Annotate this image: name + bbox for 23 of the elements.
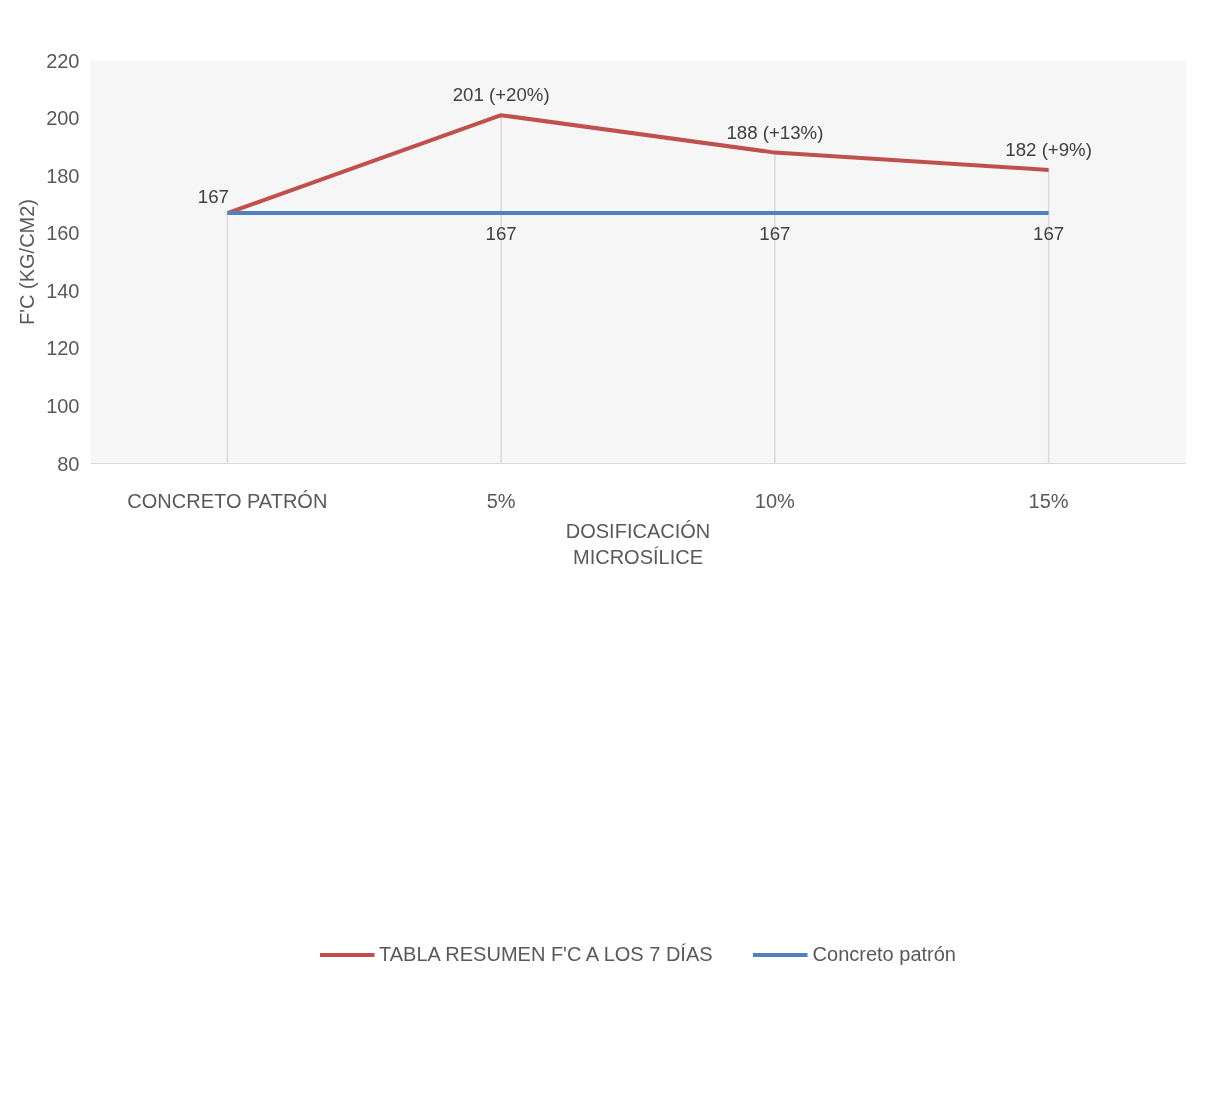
y-tick-label: 140 bbox=[46, 279, 80, 302]
y-tick-label: 160 bbox=[46, 222, 80, 245]
y-tick-label: 100 bbox=[46, 394, 80, 417]
y-tick-label: 120 bbox=[46, 337, 80, 360]
y-tick-label: 200 bbox=[46, 107, 80, 130]
data-label: 201 (+20%) bbox=[452, 84, 550, 106]
x-tick-label: CONCRETO PATRÓN bbox=[127, 489, 328, 512]
x-tick-label: 5% bbox=[486, 489, 516, 512]
data-label: 188 (+13%) bbox=[726, 121, 824, 143]
y-tick-label: 220 bbox=[46, 49, 80, 72]
legend-label: TABLA RESUMEN F'C A LOS 7 DÍAS bbox=[379, 942, 713, 966]
data-label: 167 bbox=[759, 223, 791, 245]
data-label: 167 bbox=[485, 223, 517, 245]
data-label: 182 (+9%) bbox=[1005, 138, 1092, 160]
x-axis-title: DOSIFICACIÓN MICROSÍLICE bbox=[565, 519, 711, 568]
y-tick-label: 180 bbox=[46, 164, 80, 187]
y-tick-label: 80 bbox=[57, 452, 80, 475]
y-axis-title: F'C (KG/CM2) bbox=[16, 198, 39, 326]
x-tick-label: 10% bbox=[754, 489, 796, 512]
legend-label: Concreto patrón bbox=[812, 942, 956, 966]
data-label: 167 bbox=[1033, 223, 1065, 245]
x-tick-label: 15% bbox=[1028, 489, 1069, 512]
data-label: 167 bbox=[197, 186, 229, 208]
